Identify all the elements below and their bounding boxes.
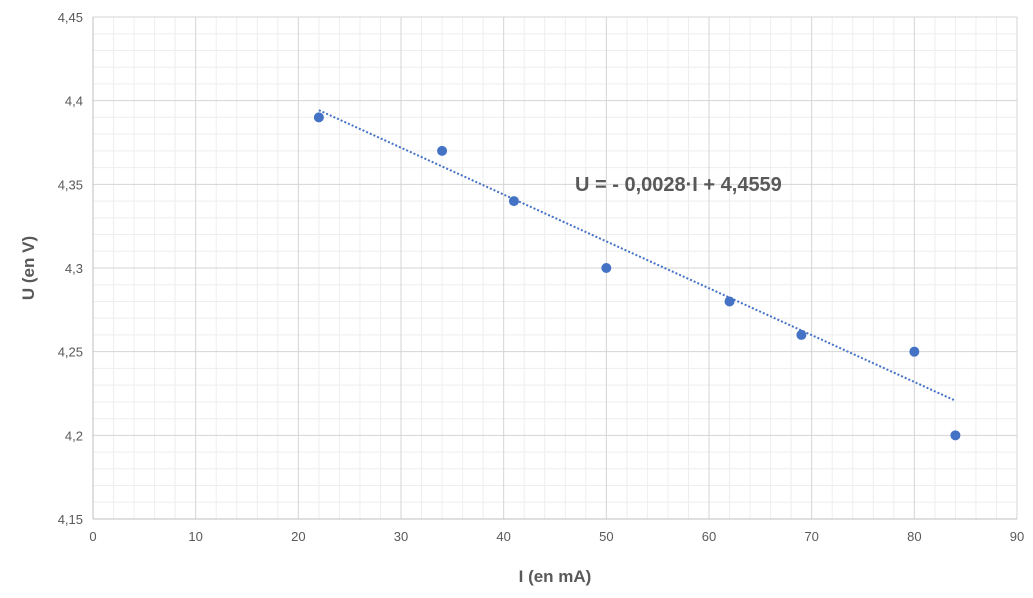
x-tick-labels: 0 10 20 30 40 50 60 70 80 90 (89, 529, 1024, 544)
y-tick-label: 4,45 (58, 10, 83, 25)
linear-trendline (318, 109, 956, 402)
data-point (508, 196, 519, 207)
trendline-equation: U = - 0,0028·I + 4,4559 (575, 174, 782, 196)
x-tick-label: 20 (291, 529, 305, 544)
x-tick-label: 30 (394, 529, 408, 544)
x-tick-label: 10 (188, 529, 202, 544)
data-point (313, 112, 324, 123)
data-point (437, 145, 448, 156)
y-tick-label: 4,15 (58, 512, 83, 527)
x-tick-label: 90 (1010, 529, 1024, 544)
y-tick-label: 4,2 (65, 428, 83, 443)
x-tick-label: 40 (496, 529, 510, 544)
y-tick-label: 4,3 (65, 261, 83, 276)
x-tick-label: 70 (804, 529, 818, 544)
y-tick-label: 4,35 (58, 177, 83, 192)
y-tick-label: 4,25 (58, 345, 83, 360)
x-tick-label: 0 (89, 529, 96, 544)
major-gridlines (92, 16, 1018, 520)
data-point (796, 329, 807, 340)
data-point (909, 346, 920, 357)
x-tick-label: 50 (599, 529, 613, 544)
data-point (950, 430, 961, 441)
axis-lines (92, 17, 1017, 520)
data-point (724, 296, 735, 307)
x-tick-label: 80 (907, 529, 921, 544)
data-point (601, 263, 612, 273)
y-tick-labels: 4,15 4,2 4,25 4,3 4,35 4,4 4,45 (58, 10, 83, 527)
data-points (313, 112, 961, 441)
y-tick-label: 4,4 (65, 94, 83, 109)
x-tick-label: 60 (702, 529, 716, 544)
y-axis-title: U (en V) (19, 236, 38, 300)
x-axis-title: I (en mA) (519, 567, 592, 586)
